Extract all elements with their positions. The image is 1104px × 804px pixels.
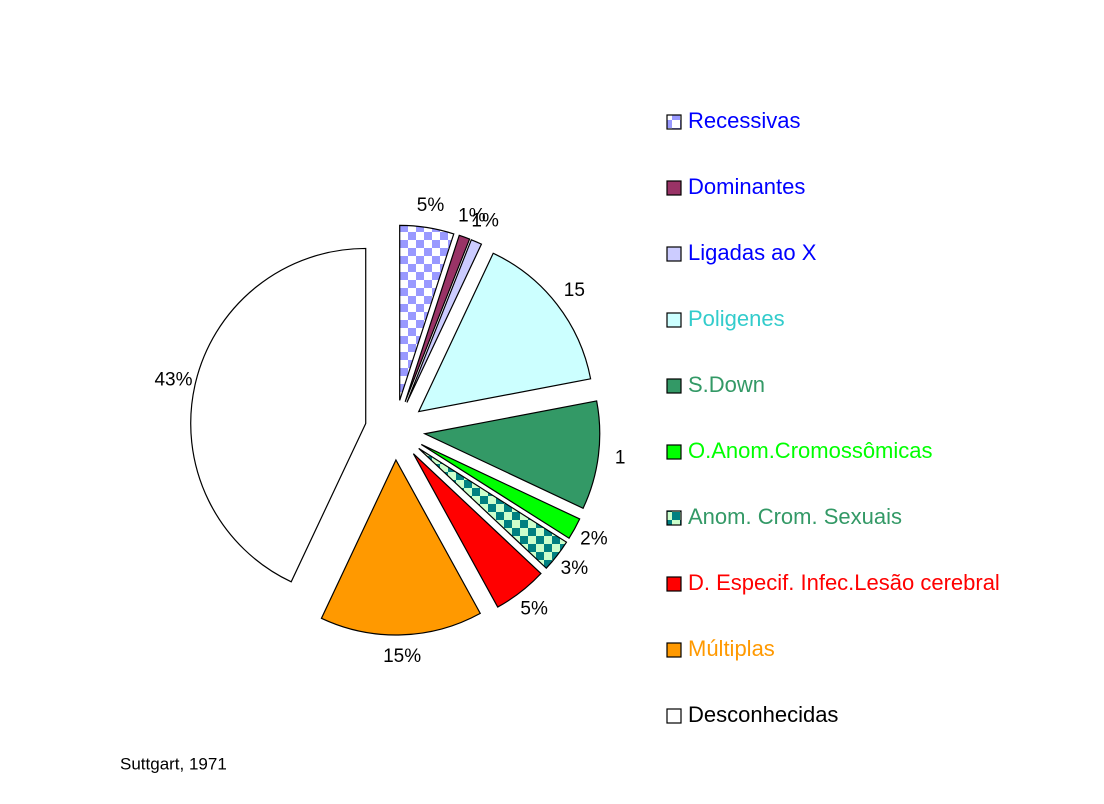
pie-slice xyxy=(320,458,482,636)
legend-label: Recessivas xyxy=(688,108,800,133)
legend-label: Múltiplas xyxy=(688,636,775,661)
pie-slice xyxy=(420,443,581,540)
legend-swatch xyxy=(666,642,682,658)
legend-swatch xyxy=(666,576,682,592)
legend-swatch xyxy=(666,708,682,724)
legend-label: Poligenes xyxy=(688,306,785,331)
legend-label: Anom. Crom. Sexuais xyxy=(688,504,902,529)
legend-label: S.Down xyxy=(688,372,765,397)
value-label: 43% xyxy=(154,369,192,390)
value-label: 5% xyxy=(417,195,445,216)
value-label: 1 xyxy=(615,447,626,468)
legend-swatch xyxy=(666,444,682,460)
source-note: Suttgart, 1971 xyxy=(120,754,227,773)
pie-slice xyxy=(399,224,455,401)
value-label: 5% xyxy=(520,598,548,619)
value-label: 15% xyxy=(383,646,421,667)
legend-label: D. Especif. Infec.Lesão cerebral xyxy=(688,570,1000,595)
pie-slice xyxy=(417,252,592,413)
pie-slice xyxy=(404,234,471,402)
legend-swatch xyxy=(666,510,682,526)
value-label: 3% xyxy=(561,558,589,579)
legend-swatch xyxy=(666,312,682,328)
pie-slice xyxy=(422,400,601,510)
legend-label: Ligadas ao X xyxy=(688,240,817,265)
legend-label: Dominantes xyxy=(688,174,805,199)
value-label: 1% xyxy=(458,205,486,226)
legend-swatch xyxy=(666,114,682,130)
legend-swatch xyxy=(666,378,682,394)
value-label: 2% xyxy=(580,528,608,549)
legend-label: O.Anom.Cromossômicas xyxy=(688,438,933,463)
value-label: 1% xyxy=(471,211,499,232)
legend-label: Desconhecidas xyxy=(688,702,838,727)
legend-swatch xyxy=(666,180,682,196)
legend-swatch xyxy=(666,246,682,262)
value-label: 15 xyxy=(564,280,585,301)
pie-slice xyxy=(190,247,367,583)
pie-slice xyxy=(412,453,542,608)
pie-slice xyxy=(406,238,483,403)
pie-slice xyxy=(418,447,568,570)
